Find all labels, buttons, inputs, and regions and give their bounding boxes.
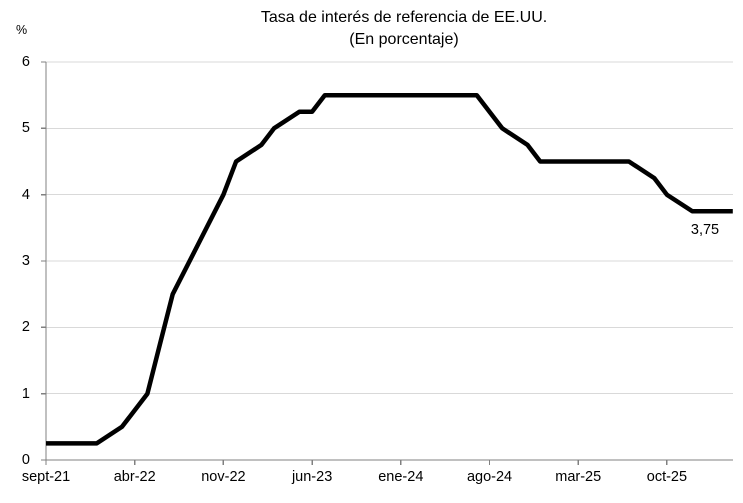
- y-axis-tick-label: 2: [21, 319, 30, 336]
- data-line: [46, 92, 733, 446]
- y-axis-tick-label: 4: [21, 186, 30, 203]
- chart-title: Tasa de interés de referencia de EE.UU.: [260, 9, 548, 26]
- last-value-label: 3,75: [690, 222, 720, 238]
- x-axis-tick-label: nov-22: [201, 469, 246, 485]
- y-axis-tick-label: 3: [21, 253, 30, 269]
- chart-subtitle: (En porcentaje): [349, 31, 459, 48]
- y-axis-tick-label: 0: [21, 452, 30, 468]
- y-axis-tick-label: 5: [21, 120, 30, 137]
- x-axis-tick-label: sept-21: [21, 469, 71, 485]
- chart-title-block: Tasa de interés de referencia de EE.UU. …: [74, 7, 734, 51]
- x-axis-tick-label: ago-24: [466, 469, 513, 485]
- x-axis-tick-label: ene-24: [378, 469, 424, 485]
- y-axis-unit-label: %: [16, 23, 28, 37]
- y-axis-tick-label: 1: [21, 385, 30, 402]
- x-axis-tick-label: oct-25: [646, 469, 688, 485]
- x-axis-tick-label: abr-22: [113, 469, 156, 485]
- y-axis-tick-label: 6: [21, 54, 30, 70]
- x-axis-tick-label: mar-25: [555, 469, 602, 485]
- x-axis-tick-label: jun-23: [291, 469, 333, 485]
